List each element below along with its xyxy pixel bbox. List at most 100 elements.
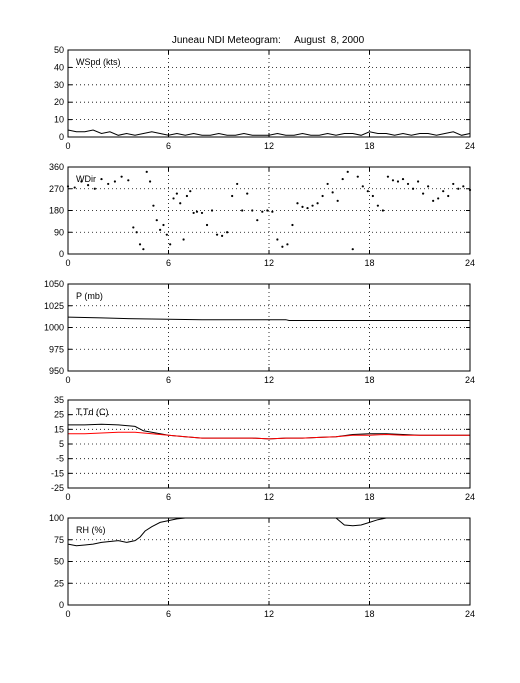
wdir-point xyxy=(346,170,349,173)
wdir-ytick-label: 90 xyxy=(54,227,64,237)
panel-temp: 0 6 12 18 24 -25 -15 -5 5 15 25 35 T,Td (C) xyxy=(51,395,475,502)
wdir-point xyxy=(155,219,158,222)
wdir-point xyxy=(241,209,244,212)
wdir-point xyxy=(226,231,229,234)
wdir-point xyxy=(427,185,430,188)
pres-ytick-label: 1025 xyxy=(44,301,64,311)
pres-ytick-label: 1000 xyxy=(44,323,64,333)
temp-xtick-label: 0 xyxy=(65,492,70,502)
wdir-point xyxy=(321,194,324,198)
wdir-ytick-label: 270 xyxy=(49,184,64,194)
wspd-xtick-label: 18 xyxy=(364,141,374,151)
temp-xtick-label: 24 xyxy=(465,492,475,502)
rh-xtick-label: 0 xyxy=(65,609,70,619)
wdir-point xyxy=(291,223,294,227)
wdir-point xyxy=(331,191,334,194)
wdir-panel-label: WDir xyxy=(76,174,96,184)
wspd-panel-label: WSpd (kts) xyxy=(76,57,121,67)
temp-series-1-line xyxy=(68,431,470,440)
wdir-series-0 xyxy=(66,170,472,251)
wdir-point xyxy=(401,177,405,181)
wdir-point xyxy=(266,209,269,212)
wdir-point xyxy=(447,194,450,198)
wdir-point xyxy=(120,175,123,178)
wdir-point xyxy=(142,248,145,251)
wdir-point xyxy=(341,177,344,181)
wdir-point xyxy=(326,182,329,186)
wdir-point xyxy=(107,182,110,186)
temp-xtick-label: 12 xyxy=(264,492,274,502)
temp-panel-label: T,Td (C) xyxy=(76,407,109,417)
wspd-ytick-label: 50 xyxy=(54,45,64,55)
temp-ytick-label: 15 xyxy=(54,424,64,434)
panel-rh: 0 6 12 18 24 0 25 50 75 100 RH (%) xyxy=(49,513,475,619)
wspd-xtick-label: 0 xyxy=(65,141,70,151)
rh-panel-label: RH (%) xyxy=(76,525,106,535)
wdir-point xyxy=(246,192,249,195)
wdir-point xyxy=(381,209,384,212)
wdir-point xyxy=(159,228,162,231)
wdir-point xyxy=(200,211,204,215)
wdir-point xyxy=(271,210,274,213)
rh-ytick-label: 100 xyxy=(49,513,64,523)
pres-ytick-label: 1050 xyxy=(44,279,64,289)
panel-wspd: 0 6 12 18 24 0 10 20 30 40 50 WSpd (kts) xyxy=(54,45,475,151)
rh-ytick-label: 25 xyxy=(54,578,64,588)
wdir-point xyxy=(316,202,319,205)
wdir-xtick-label: 12 xyxy=(264,258,274,268)
wdir-point xyxy=(205,223,209,227)
wdir-point xyxy=(406,182,410,186)
wdir-ytick-label: 180 xyxy=(49,206,64,216)
wdir-point xyxy=(276,238,279,241)
wdir-point xyxy=(127,179,130,182)
rh-xtick-label: 18 xyxy=(364,609,374,619)
wdir-point xyxy=(179,202,182,205)
figure-title: Juneau NDI Meteogram: August 8, 2000 xyxy=(172,35,365,46)
wspd-ytick-label: 40 xyxy=(54,62,64,72)
wdir-point xyxy=(172,197,175,200)
wdir-point xyxy=(221,234,224,237)
wdir-point xyxy=(261,210,264,213)
wdir-point xyxy=(396,180,400,183)
wdir-point xyxy=(132,226,135,229)
wspd-xtick-label: 6 xyxy=(166,141,171,151)
wdir-point xyxy=(452,182,455,186)
wdir-point xyxy=(416,180,420,183)
rh-ytick-label: 0 xyxy=(59,600,64,610)
wdir-point xyxy=(296,202,299,205)
wdir-point xyxy=(457,187,460,190)
pres-xtick-label: 24 xyxy=(465,375,475,385)
pres-ytick-label: 950 xyxy=(49,366,64,376)
wdir-point xyxy=(371,194,374,198)
rh-series-0-line xyxy=(67,517,470,547)
wdir-point xyxy=(286,243,289,246)
wdir-point xyxy=(281,245,284,248)
wdir-point xyxy=(376,204,379,207)
wdir-point xyxy=(301,205,304,208)
wdir-point xyxy=(192,211,195,215)
wdir-xtick-label: 0 xyxy=(65,258,70,268)
wspd-ytick-label: 0 xyxy=(59,132,64,142)
wdir-xtick-label: 18 xyxy=(364,258,374,268)
wdir-point xyxy=(306,206,309,210)
wspd-ytick-label: 10 xyxy=(54,115,64,125)
wdir-point xyxy=(251,209,254,212)
wdir-point xyxy=(145,170,148,173)
wdir-point xyxy=(356,175,359,178)
wdir-point xyxy=(336,199,339,202)
wdir-point xyxy=(169,243,172,246)
wdir-point xyxy=(165,233,168,236)
temp-xtick-label: 6 xyxy=(166,492,171,502)
wdir-ytick-label: 360 xyxy=(49,162,64,172)
wdir-xtick-label: 6 xyxy=(166,258,171,268)
wdir-point xyxy=(100,177,103,181)
temp-ytick-label: 25 xyxy=(54,410,64,420)
rh-xtick-label: 6 xyxy=(166,609,171,619)
wdir-point xyxy=(185,194,189,198)
wdir-point xyxy=(175,192,178,195)
wdir-point xyxy=(210,209,214,212)
wdir-point xyxy=(215,233,219,236)
wdir-point xyxy=(462,185,465,188)
